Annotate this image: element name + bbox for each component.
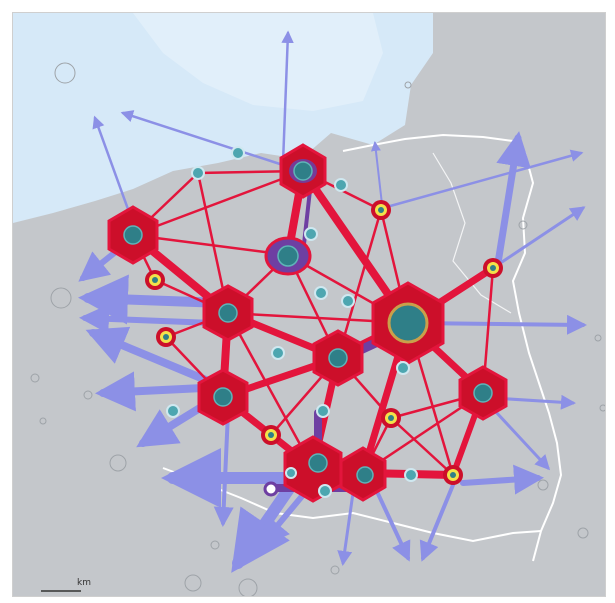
flow-northeast-2 — [494, 131, 531, 267]
yellow-node-core — [378, 207, 384, 213]
flow-southeast-1 — [419, 483, 455, 562]
minor-link — [226, 311, 315, 470]
sea-area-light — [133, 13, 383, 111]
yellow-node-core — [152, 277, 158, 283]
transport-network-map: km — [13, 13, 605, 596]
small-node — [166, 404, 180, 418]
yellow-node-core — [163, 334, 169, 340]
city-marker — [238, 578, 258, 596]
node-core — [473, 383, 493, 403]
flow-nw-2 — [92, 115, 135, 225]
yellow-node-core — [388, 415, 394, 421]
small-node — [314, 286, 328, 300]
scale-bar: km — [41, 578, 91, 592]
yellow-node-core — [490, 265, 496, 271]
flow-southwest-1 — [136, 399, 212, 448]
flow-northeast-3 — [381, 149, 584, 210]
flow-north — [281, 30, 294, 165]
flow-northwest — [120, 110, 285, 167]
small-node — [334, 178, 348, 192]
small-node — [396, 361, 410, 375]
small-node-white — [263, 481, 279, 497]
small-node — [341, 294, 355, 308]
node-core — [356, 466, 374, 484]
country-border-south — [162, 467, 542, 543]
flow-south-4 — [337, 491, 355, 566]
flow-west-3 — [79, 303, 216, 334]
map-frame: km — [12, 12, 606, 597]
node-cores — [123, 161, 493, 484]
small-nodes — [166, 146, 418, 498]
city-marker — [50, 287, 72, 309]
small-node — [191, 166, 205, 180]
city-marker — [109, 454, 127, 472]
city-marker — [184, 574, 202, 592]
city-marker — [594, 334, 602, 342]
minor-link — [131, 233, 290, 257]
city-marker — [210, 540, 220, 550]
flow-south-3 — [213, 411, 234, 527]
city-marker — [518, 220, 528, 230]
node-core-capital — [387, 302, 429, 344]
city-marker — [404, 81, 412, 89]
small-node — [271, 346, 285, 360]
node-core — [293, 161, 313, 181]
international-flows — [78, 30, 587, 573]
node-core — [277, 245, 299, 267]
small-node — [231, 146, 245, 160]
yellow-node-core — [268, 432, 274, 438]
yellow-nodes — [145, 200, 503, 485]
small-node — [404, 468, 418, 482]
node-core — [308, 453, 328, 473]
city-marker — [599, 404, 605, 412]
city-marker — [330, 565, 340, 575]
country-border — [342, 133, 563, 562]
minor-link — [131, 169, 305, 237]
minor-link — [389, 416, 455, 477]
small-node — [316, 404, 330, 418]
flow-south-5 — [371, 481, 411, 562]
yellow-node-core — [450, 472, 456, 478]
node-core — [328, 348, 348, 368]
node-core — [123, 225, 143, 245]
node-core — [213, 387, 233, 407]
city-marker — [54, 62, 76, 84]
flow-east-1 — [460, 464, 544, 495]
scale-label: km — [77, 578, 91, 588]
flow-west-2 — [78, 274, 228, 325]
region-border — [432, 152, 512, 314]
small-node — [285, 467, 297, 479]
city-marker — [83, 390, 93, 400]
flow-west-5 — [95, 371, 207, 412]
city-marker — [537, 479, 549, 491]
city-marker — [577, 527, 589, 539]
small-node — [304, 227, 318, 241]
flow-west-4 — [85, 326, 217, 387]
city-marker — [30, 373, 40, 383]
node-core — [218, 303, 238, 323]
city-marker — [39, 417, 47, 425]
minor-cities — [30, 62, 605, 596]
small-node — [318, 484, 332, 498]
flow-northeast-1 — [491, 206, 586, 270]
